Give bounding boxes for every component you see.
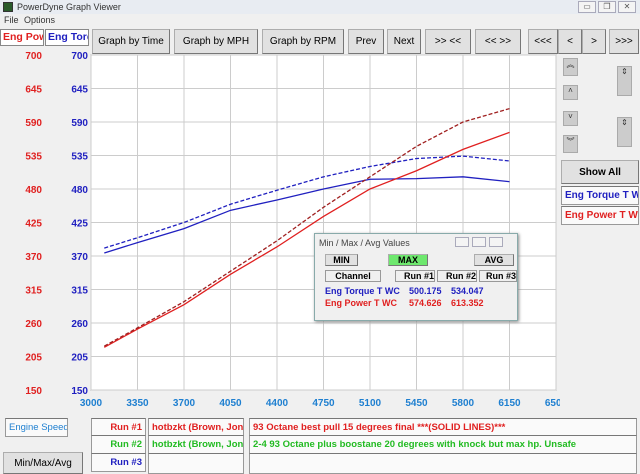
row-run1: 574.626 (409, 298, 442, 308)
series-line-3 (103, 107, 510, 347)
forward-button[interactable]: > (582, 29, 606, 54)
torque-y-tick-label: 260 (71, 319, 88, 330)
power-y-tick-label: 370 (25, 252, 42, 263)
menu-options[interactable]: Options (24, 15, 56, 25)
power-y-tick-label: 590 (25, 118, 42, 129)
x-tick-label: 3350 (126, 398, 149, 409)
power-y-tick-label: 480 (25, 185, 42, 196)
x-tick-label: 6150 (498, 398, 521, 409)
torque-channel-select[interactable]: Eng Torq (45, 29, 89, 46)
run3-label: Run #3 (91, 453, 146, 472)
x-tick-label: 3700 (173, 398, 196, 409)
min-max-avg-button[interactable]: Min/Max/Avg (3, 452, 83, 474)
x-axis-channel-select[interactable]: Engine Speed (RI (5, 418, 68, 437)
power-y-tick-label: 535 (25, 152, 42, 163)
run2-description: 2-4 93 Octane plus boostane 20 degrees w… (249, 435, 637, 454)
show-all-button[interactable]: Show All (561, 160, 639, 184)
torque-y-tick-label: 700 (71, 51, 88, 62)
torque-y-tick-label: 205 (71, 353, 88, 364)
min-button[interactable]: MIN (325, 254, 358, 266)
menu-file[interactable]: File (4, 15, 19, 25)
row-run2: 613.352 (451, 298, 484, 308)
triple-up-icon[interactable]: ︽ (563, 58, 578, 76)
torque-y-tick-label: 315 (71, 286, 88, 297)
graph-area: 3000 3350 3700 4050 4400 4750 5100 5450 5800 6150… (25, 51, 560, 409)
dialog-maximize-icon[interactable] (472, 237, 486, 247)
back-button[interactable]: < (558, 29, 582, 54)
menu-bar: File Options (0, 14, 640, 26)
dialog-close-icon[interactable] (489, 237, 503, 247)
x-tick-label: 6500 (545, 398, 560, 409)
series-line-1 (104, 155, 510, 249)
zoom-in-button[interactable]: >> << (425, 29, 471, 54)
legend-torque[interactable]: Eng Torque T WC (561, 186, 639, 205)
x-tick-label: 3000 (80, 398, 103, 409)
power-channel-select[interactable]: Eng Powe (0, 29, 44, 46)
max-button[interactable]: MAX (388, 254, 428, 266)
power-y-tick-label: 315 (25, 286, 42, 297)
col-run2: Run #2 (437, 270, 477, 282)
close-icon[interactable]: ✕ (618, 1, 636, 13)
first-button[interactable]: <<< (528, 29, 558, 54)
window-title: PowerDyne Graph Viewer (17, 2, 121, 12)
graph-by-rpm-button[interactable]: Graph by RPM (262, 29, 344, 54)
power-y-tick-label: 260 (25, 319, 42, 330)
x-tick-label: 5450 (405, 398, 428, 409)
up-icon[interactable]: ˄ (563, 85, 578, 100)
power-y-tick-label: 205 (25, 353, 42, 364)
col-channel: Channel (325, 270, 381, 282)
row-channel: Eng Torque T WC (325, 286, 400, 296)
app-icon (3, 2, 13, 12)
run2-label: Run #2 (91, 435, 146, 454)
dialog-title: Min / Max / Avg Values (319, 238, 410, 248)
last-button[interactable]: >>> (609, 29, 639, 54)
run2-driver: hotbzkt (Brown, Jon) (148, 435, 244, 454)
contract-icon[interactable]: ⇕ (617, 117, 632, 147)
run3-driver (148, 453, 244, 474)
avg-button[interactable]: AVG (474, 254, 514, 266)
graph-by-time-button[interactable]: Graph by Time (92, 29, 170, 54)
expand-icon[interactable]: ⇕ (617, 66, 632, 96)
row-run2: 534.047 (451, 286, 484, 296)
torque-y-tick-label: 425 (71, 219, 88, 230)
torque-y-tick-label: 480 (71, 185, 88, 196)
title-bar: PowerDyne Graph Viewer ▭ ❐ ✕ (0, 0, 640, 14)
torque-y-tick-label: 645 (71, 85, 88, 96)
x-tick-label: 5800 (452, 398, 475, 409)
x-tick-label: 4750 (312, 398, 335, 409)
maximize-icon[interactable]: ❐ (598, 1, 616, 13)
col-run3: Run #3 (479, 270, 517, 282)
power-y-tick-label: 645 (25, 85, 42, 96)
row-channel: Eng Power T WC (325, 298, 397, 308)
torque-y-tick-label: 150 (71, 386, 88, 397)
power-y-tick-label: 425 (25, 219, 42, 230)
min-max-avg-dialog: Min / Max / Avg Values MIN MAX AVG Chann… (314, 233, 518, 321)
run3-description (249, 453, 637, 474)
dialog-minimize-icon[interactable] (455, 237, 469, 247)
legend-power[interactable]: Eng Power T WC (561, 206, 639, 225)
prev-button[interactable]: Prev (348, 29, 384, 54)
power-y-tick-label: 700 (25, 51, 42, 62)
torque-y-tick-label: 535 (71, 152, 88, 163)
x-tick-label: 5100 (359, 398, 382, 409)
torque-y-tick-label: 370 (71, 252, 88, 263)
series-line-2 (103, 131, 510, 348)
zoom-out-button[interactable]: << >> (475, 29, 521, 54)
down-icon[interactable]: ˅ (563, 111, 578, 126)
row-run1: 500.175 (409, 286, 442, 296)
series-line-0 (104, 176, 510, 254)
minimize-icon[interactable]: ▭ (578, 1, 596, 13)
power-y-tick-label: 150 (25, 386, 42, 397)
triple-down-icon[interactable]: ︾ (563, 135, 578, 153)
col-run1: Run #1 (395, 270, 435, 282)
x-tick-label: 4400 (266, 398, 289, 409)
graph-by-mph-button[interactable]: Graph by MPH (174, 29, 258, 54)
torque-y-tick-label: 590 (71, 118, 88, 129)
next-button[interactable]: Next (387, 29, 421, 54)
x-tick-label: 4050 (219, 398, 242, 409)
